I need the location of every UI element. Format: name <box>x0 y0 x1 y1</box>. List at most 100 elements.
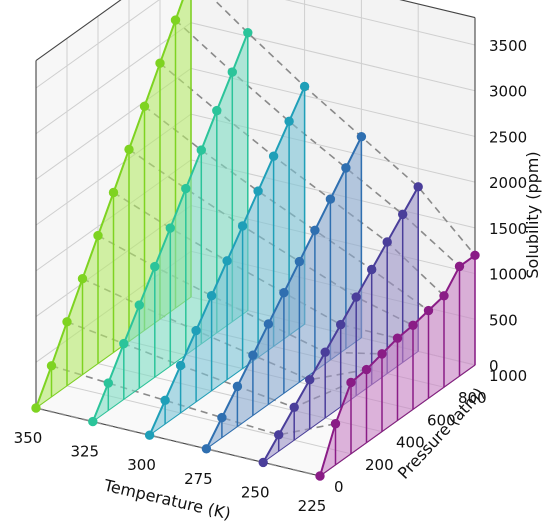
point-350-200 <box>62 317 72 327</box>
point-325-100 <box>103 378 114 388</box>
point-325-500 <box>165 223 176 233</box>
point-225-700 <box>423 305 434 316</box>
z-tick-1500: 1500 <box>489 220 527 238</box>
point-250-0 <box>258 457 268 468</box>
point-275-1000 <box>356 131 367 142</box>
x-tick-300: 300 <box>127 456 156 474</box>
point-300-900 <box>284 116 294 127</box>
point-250-700 <box>367 264 377 275</box>
series-250K <box>258 182 423 468</box>
point-275-400 <box>263 319 274 329</box>
point-350-500 <box>108 187 119 198</box>
point-300-500 <box>222 256 232 266</box>
point-275-800 <box>325 194 336 204</box>
z-gridline <box>35 0 476 89</box>
point-275-600 <box>294 256 305 267</box>
x-tick-275: 275 <box>184 470 213 488</box>
x-tick-350: 350 <box>14 429 43 447</box>
tick-labels: 2252502753003253500200400600800100005001… <box>14 37 528 515</box>
y-tick-0: 0 <box>334 478 344 496</box>
z-tick-3500: 3500 <box>489 37 527 55</box>
point-325-200 <box>119 338 129 349</box>
point-300-800 <box>268 151 279 161</box>
point-225-300 <box>361 364 372 375</box>
point-275-900 <box>341 163 351 173</box>
point-225-900 <box>454 261 465 272</box>
point-325-600 <box>181 183 191 194</box>
point-250-300 <box>305 375 315 385</box>
point-325-400 <box>150 261 160 272</box>
point-225-400 <box>377 349 387 359</box>
box-edge <box>399 0 476 19</box>
pressure-connector-900 <box>174 19 461 267</box>
point-225-1000 <box>470 250 480 260</box>
z-axis-label: Solubility (ppm) <box>523 151 542 278</box>
pressure-connector-1000 <box>213 0 476 256</box>
series-layer <box>31 0 480 481</box>
point-275-500 <box>279 288 289 298</box>
point-300-700 <box>253 186 263 196</box>
z-tick-2000: 2000 <box>489 174 527 192</box>
z-tick-0: 0 <box>489 357 499 375</box>
x-axis-label: Temperature (K) <box>101 475 232 523</box>
z-tick-1000: 1000 <box>489 266 527 284</box>
point-225-500 <box>392 333 403 343</box>
x-tick-250: 250 <box>241 483 270 501</box>
y-tick-400: 400 <box>396 434 425 452</box>
point-225-0 <box>315 471 325 481</box>
z-tick-2500: 2500 <box>489 128 527 146</box>
point-250-900 <box>398 209 408 220</box>
point-325-700 <box>196 145 207 155</box>
z-tick-500: 500 <box>489 311 518 329</box>
point-300-0 <box>144 430 155 440</box>
point-350-300 <box>77 274 88 284</box>
point-350-0 <box>31 403 41 413</box>
point-225-600 <box>408 320 418 330</box>
x-tick-225: 225 <box>298 497 327 515</box>
point-275-700 <box>310 225 320 236</box>
point-225-200 <box>346 377 356 388</box>
point-300-400 <box>206 291 217 301</box>
y-tick-800: 800 <box>458 389 487 407</box>
point-300-100 <box>160 395 170 406</box>
point-350-400 <box>93 230 103 241</box>
point-275-0 <box>201 444 212 454</box>
point-275-100 <box>217 412 227 423</box>
box-edge <box>35 0 122 62</box>
point-250-500 <box>336 319 346 330</box>
point-250-800 <box>382 237 392 247</box>
point-325-0 <box>88 416 98 427</box>
pressure-connector-0 <box>35 407 321 477</box>
z-tick-3000: 3000 <box>489 83 527 101</box>
point-250-1000 <box>413 182 423 192</box>
point-325-800 <box>212 105 222 116</box>
point-350-800 <box>155 58 165 68</box>
point-225-800 <box>439 291 449 301</box>
point-350-100 <box>46 361 57 371</box>
y-tick-1000: 1000 <box>489 367 527 385</box>
point-350-600 <box>124 144 134 155</box>
series-275K <box>201 131 367 454</box>
y-tick-600: 600 <box>427 411 456 429</box>
point-250-200 <box>289 402 299 412</box>
point-300-300 <box>191 325 201 336</box>
point-275-200 <box>232 381 243 392</box>
point-300-600 <box>237 221 248 231</box>
point-250-100 <box>274 430 284 440</box>
point-350-900 <box>170 15 181 25</box>
point-250-600 <box>351 292 361 302</box>
point-275-300 <box>248 350 258 360</box>
point-250-400 <box>320 347 330 357</box>
point-325-300 <box>134 300 145 310</box>
x-tick-325: 325 <box>70 443 99 461</box>
point-300-200 <box>175 360 186 371</box>
point-300-1000 <box>299 81 310 92</box>
point-325-1000 <box>243 27 253 38</box>
y-tick-200: 200 <box>365 456 394 474</box>
series-225K <box>315 250 480 481</box>
point-350-700 <box>139 101 150 112</box>
point-225-100 <box>330 419 341 429</box>
point-325-900 <box>227 67 238 77</box>
